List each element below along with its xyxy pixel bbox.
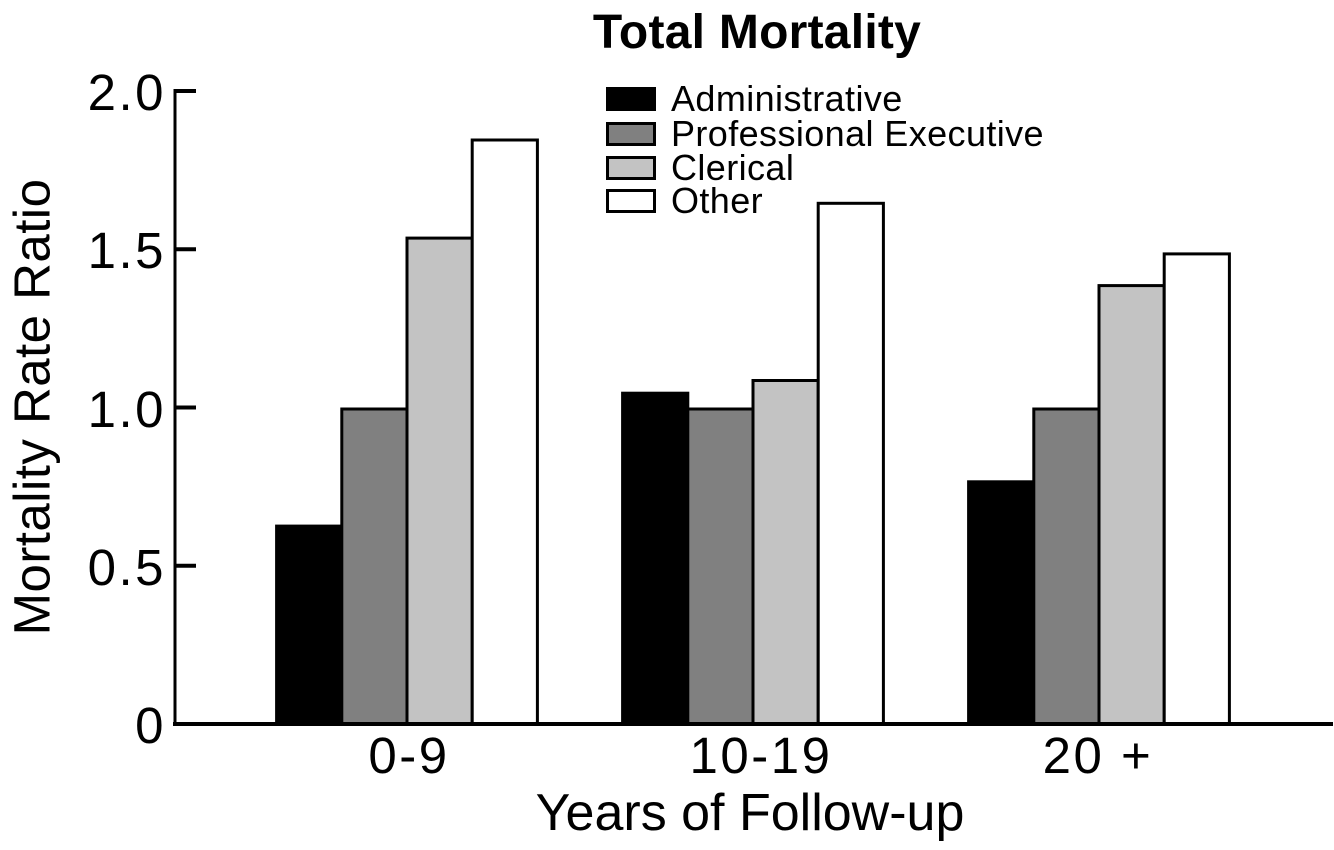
y-tick-label: 1.5: [87, 222, 166, 280]
chart-title: Total Mortality: [592, 6, 922, 59]
x-axis-label: Years of Follow-up: [535, 784, 965, 842]
legend-swatch-other: [606, 189, 656, 213]
bar-professional-executive-10-19: [686, 407, 755, 726]
legend-label: Clerical: [671, 147, 795, 188]
legend-label: Professional Executive: [671, 112, 1044, 154]
bar-administrative-10-19: [621, 391, 690, 726]
legend-swatch-administrative: [606, 87, 656, 111]
legend-swatch-clerical: [606, 156, 656, 180]
legend-label: Other: [671, 180, 764, 221]
x-tick-label-10-19: 10-19: [689, 727, 833, 784]
legend-swatch-professional-executive: [606, 121, 656, 146]
bar-other-0-9: [470, 138, 539, 726]
legend-item-administrative: Administrative: [606, 81, 903, 117]
bar-clerical-20: [1097, 284, 1166, 726]
bar-other-20: [1162, 252, 1231, 726]
y-tick-label: 2.0: [87, 64, 166, 121]
legend-label: Administrative: [671, 78, 903, 119]
legend-item-professional-executive: Professional Executive: [606, 115, 1044, 151]
y-tick-label: 0.5: [87, 538, 166, 596]
y-tick-label: 0: [135, 697, 166, 754]
bar-other-10-19: [816, 201, 885, 727]
bar-professional-executive-0-9: [340, 407, 409, 726]
x-tick-label-0-9: 0-9: [368, 727, 450, 784]
bar-administrative-0-9: [275, 524, 344, 726]
legend-item-other: Other: [606, 183, 763, 219]
x-tick-label-20: 20 +: [1042, 727, 1154, 784]
legend-item-clerical: Clerical: [606, 150, 794, 186]
bar-administrative-20: [967, 480, 1036, 726]
bar-clerical-0-9: [405, 236, 474, 726]
y-tick-label: 1.0: [87, 380, 166, 438]
bar-professional-executive-20: [1032, 407, 1101, 726]
bar-clerical-10-19: [751, 379, 820, 726]
